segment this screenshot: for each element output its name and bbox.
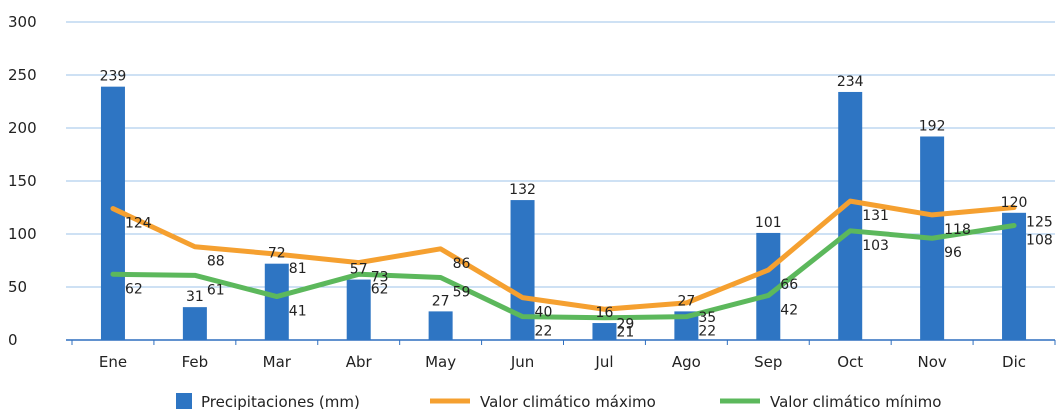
line-value-label: 22: [535, 324, 553, 340]
line-value-label: 59: [453, 284, 471, 300]
bar-value-label: 239: [100, 69, 127, 85]
line-value-label: 42: [780, 302, 798, 318]
line-value-label: 125: [1026, 215, 1053, 231]
bar-value-label: 120: [1001, 195, 1028, 211]
line-value-label: 29: [616, 316, 634, 332]
line-value-label: 88: [207, 254, 225, 270]
bar-value-label: 101: [755, 215, 782, 231]
y-tick-label: 100: [8, 225, 37, 243]
y-tick-label: 0: [8, 331, 18, 349]
line-value-label: 62: [125, 281, 143, 297]
bar-value-label: 192: [919, 118, 946, 134]
line-value-label: 131: [862, 208, 889, 224]
bar: [592, 323, 617, 340]
line-valor-maximo: [110, 198, 1017, 312]
legend-label: Precipitaciones (mm): [201, 393, 360, 411]
line-series: [110, 198, 1017, 321]
x-tick-label: Jun: [510, 353, 534, 371]
bar: [510, 200, 535, 340]
y-tick-label: 300: [8, 13, 37, 31]
line-value-label: 22: [698, 324, 716, 340]
x-tick-label: Ago: [672, 353, 701, 371]
x-tick-label: Oct: [837, 353, 863, 371]
x-tick-label: May: [425, 353, 456, 371]
line-value-label: 73: [371, 270, 389, 286]
y-tick-label: 200: [8, 119, 37, 137]
bar: [264, 263, 289, 340]
line-value-label: 86: [453, 256, 471, 272]
legend: Precipitaciones (mm) Valor climático máxi…: [176, 393, 941, 411]
line-value-label: 81: [289, 261, 307, 277]
x-tick-label: Mar: [263, 353, 292, 371]
line-value-label: 66: [780, 277, 798, 293]
line-value-label: 103: [862, 238, 889, 254]
bar: [1002, 212, 1027, 340]
line-value-label: 35: [698, 310, 716, 326]
line-valor-minimo: [110, 223, 1017, 321]
legend-label: Valor climático máximo: [480, 393, 656, 411]
line-value-label: 118: [944, 222, 971, 238]
bar: [346, 279, 371, 340]
bar-series: [100, 86, 1027, 341]
bar-value-label: 27: [677, 293, 695, 309]
y-tick-label: 50: [8, 278, 27, 296]
bar-value-label: 16: [596, 305, 614, 321]
data-labels: 239 31 72 57 27 132 16 27 101 234 192 120 124 88 81 73 8…: [100, 69, 1053, 341]
line-value-label: 62: [371, 281, 389, 297]
bar-value-label: 31: [186, 289, 204, 305]
bar-value-label: 234: [837, 74, 864, 90]
bar-value-label: 132: [509, 182, 536, 198]
x-axis-ticks: Ene Feb Mar Abr May Jun Jul Ago Sep Oct Nov Dic: [71, 340, 1056, 371]
line-value-label: 96: [944, 245, 962, 261]
bar-value-label: 72: [268, 246, 286, 262]
x-tick-label: Feb: [182, 353, 209, 371]
bar-value-label: 57: [350, 262, 368, 278]
bar: [428, 311, 453, 340]
legend-swatch-bar: [176, 393, 192, 409]
bar-value-label: 27: [432, 293, 450, 309]
legend-label: Valor climático mínimo: [770, 393, 941, 411]
line-value-label: 108: [1026, 233, 1053, 249]
y-tick-label: 250: [8, 66, 37, 84]
x-tick-label: Ene: [99, 353, 127, 371]
x-tick-label: Abr: [346, 353, 373, 371]
bar: [182, 307, 207, 340]
x-tick-label: Dic: [1002, 353, 1026, 371]
bar: [838, 91, 863, 341]
x-tick-label: Sep: [754, 353, 782, 371]
line-value-label: 124: [125, 216, 152, 232]
line-value-label: 40: [535, 305, 553, 321]
y-tick-label: 150: [8, 172, 37, 190]
line-value-label: 21: [616, 325, 634, 341]
x-tick-label: Jul: [594, 353, 613, 371]
line-value-label: 61: [207, 282, 225, 298]
x-tick-label: Nov: [917, 353, 946, 371]
line-value-label: 41: [289, 304, 307, 320]
y-axis-ticks: 0 50 100 150 200 250 300: [8, 13, 37, 349]
